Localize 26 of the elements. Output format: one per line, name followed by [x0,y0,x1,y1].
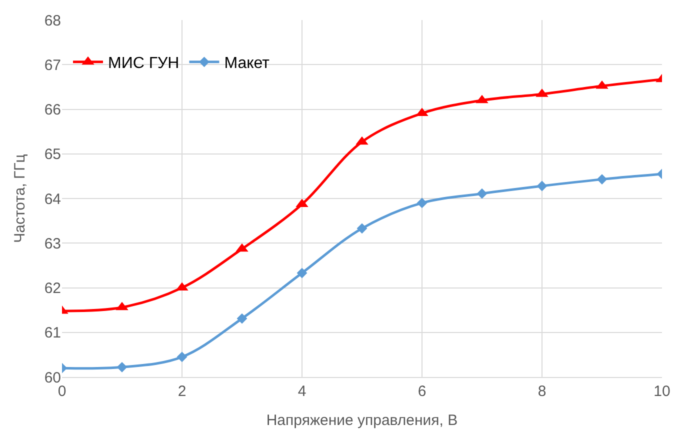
x-axis-title: Напряжение управления, В [266,412,458,429]
legend-label: Макет [224,55,270,72]
point [296,268,308,278]
point [236,313,248,324]
point [356,223,368,234]
y-tick-label: 61 [44,324,61,342]
x-tick-label: 8 [538,383,546,400]
y-tick-label: 67 [44,56,61,74]
y-tick-label: 66 [44,102,61,118]
y-tick-label: 63 [44,235,61,252]
x-tick-label: 6 [418,383,426,400]
point [596,174,608,185]
point [416,198,428,208]
point [116,362,128,372]
y-tick-label: 65 [44,146,61,164]
point [476,188,488,199]
x-tick-label: 2 [178,383,186,400]
y-tick-label: 68 [44,12,61,30]
point [536,180,548,192]
legend-label: МИС ГУН [108,55,180,72]
x-tick-label: 4 [298,383,306,400]
y-axis-title: Частота, ГГц [12,154,29,243]
y-tick-label: 62 [44,280,61,297]
x-tick-label: 10 [654,383,670,400]
point [176,352,188,362]
y-tick-label: 64 [44,190,61,208]
